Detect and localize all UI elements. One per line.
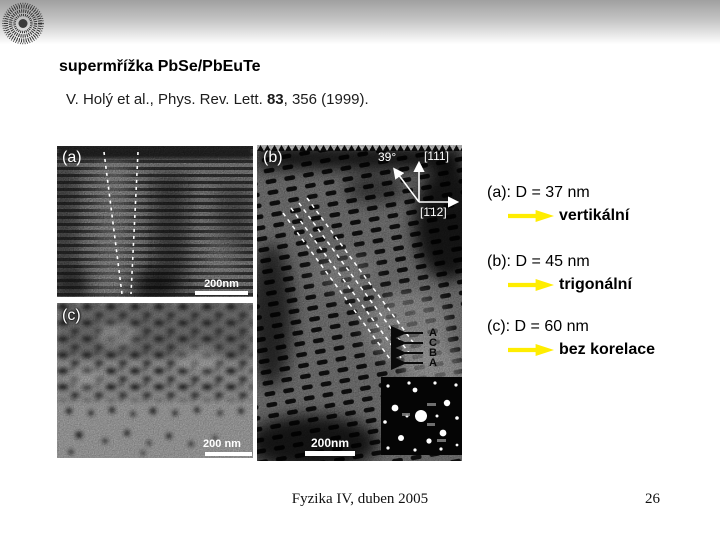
panel-c-scale-text: 200 nm	[203, 438, 241, 450]
panel-b-scale-text: 200nm	[310, 436, 350, 450]
yellow-arrow-icon	[508, 279, 554, 291]
stacking-label-1: A	[429, 327, 437, 339]
footer-course-label: Fyzika IV, duben 2005	[291, 491, 429, 507]
annotation-c-measure: (c): D = 60 nm	[487, 318, 589, 335]
yellow-arrow-icon	[508, 210, 554, 222]
panel-b-scale-bar	[305, 451, 355, 456]
university-seal-logo	[2, 2, 44, 45]
panel-b-direction-111: [111]	[424, 149, 449, 163]
panel-a-scale-bar	[195, 291, 248, 295]
annotation-c-result: bez korelace	[559, 341, 656, 358]
tem-image-a: (a) 200nm	[57, 146, 253, 297]
yellow-arrow-icon	[508, 344, 554, 356]
stacking-label-2: C	[429, 337, 437, 349]
annotation-b-result: trigonální	[559, 276, 632, 293]
tem-image-b: (b) 39° [111] [1̄12] A C B A 200nm	[257, 145, 462, 461]
annotation-b-measure: (b): D = 45 nm	[487, 253, 590, 270]
panel-b-direction-112: [1̄12]	[420, 205, 447, 219]
annotation-a: (a): D = 37 nm vertikální	[487, 184, 629, 225]
panel-c-scale-bar	[205, 452, 252, 456]
page-title: supermřížka PbSe/PbEuTe	[59, 58, 261, 75]
diffraction-pattern-inset	[381, 377, 462, 455]
stacking-label-3: B	[429, 347, 437, 359]
stacking-label-4: A	[429, 357, 437, 369]
citation-suffix: , 356 (1999).	[283, 91, 369, 108]
citation: V. Holý et al., Phys. Rev. Lett. 83, 356…	[66, 91, 369, 108]
page-number: 26	[645, 491, 660, 507]
panel-c-label: (c)	[62, 307, 81, 324]
tem-texture-c	[57, 303, 253, 458]
annotation-b: (b): D = 45 nm trigonální	[487, 253, 632, 294]
header-gradient-band	[0, 0, 720, 46]
annotation-a-measure: (a): D = 37 nm	[487, 184, 590, 201]
panel-b-angle: 39°	[378, 150, 397, 164]
citation-volume: 83	[266, 91, 284, 108]
tem-texture-b	[257, 145, 462, 461]
panel-b-label: (b)	[263, 149, 283, 166]
citation-prefix: V. Holý et al., Phys. Rev. Lett.	[66, 91, 267, 108]
annotation-a-result: vertikální	[559, 207, 630, 224]
annotation-c: (c): D = 60 nm bez korelace	[487, 318, 655, 359]
panel-a-label: (a)	[62, 149, 82, 166]
panel-a-scale-text: 200nm	[204, 278, 239, 290]
tem-texture-a	[57, 146, 253, 297]
tem-image-c: (c) 200 nm	[57, 303, 253, 458]
